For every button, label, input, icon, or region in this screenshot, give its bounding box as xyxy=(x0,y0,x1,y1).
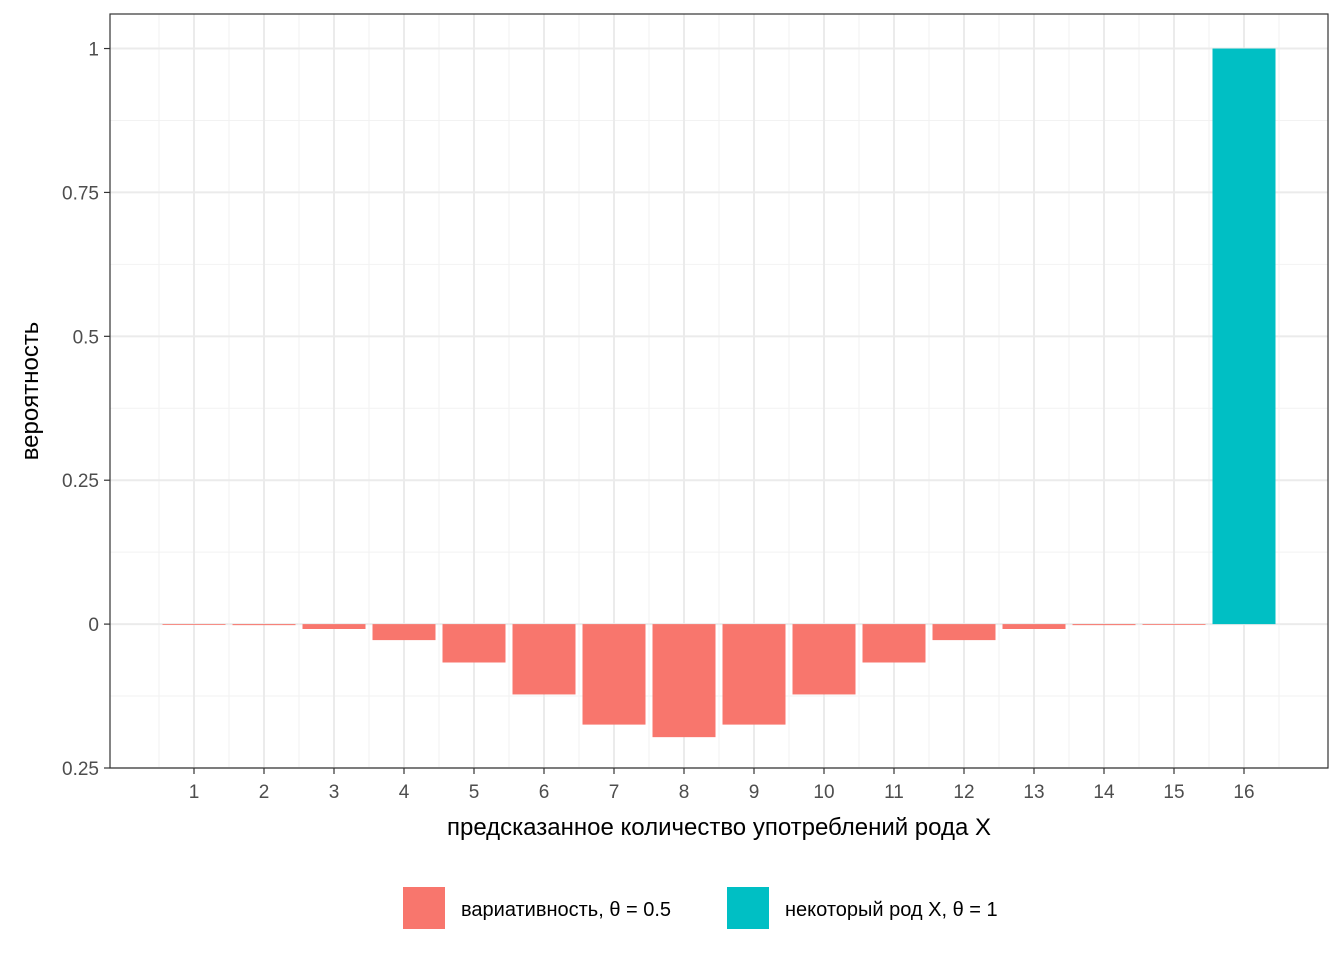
x-tick-label: 7 xyxy=(609,782,620,803)
legend: вариативность, θ = 0.5 некоторый род X, θ… xyxy=(403,887,998,929)
y-axis-title: вероятность xyxy=(17,322,44,461)
x-tick-label: 11 xyxy=(884,782,904,803)
y-tick-label: 0.25 xyxy=(62,759,99,780)
bar-series1-x15 xyxy=(1142,624,1206,625)
x-tick-label: 3 xyxy=(329,782,340,803)
x-tick-label: 14 xyxy=(1093,782,1115,803)
legend-key-1 xyxy=(403,887,445,929)
x-tick-label: 12 xyxy=(953,782,974,803)
bar-series1-x1 xyxy=(162,624,226,625)
bars xyxy=(162,48,1276,738)
bar-series1-x11 xyxy=(862,624,926,663)
bar-series1-x12 xyxy=(932,624,996,641)
bar-series1-x2 xyxy=(232,624,296,626)
x-tick-label: 4 xyxy=(399,782,410,803)
x-tick-label: 2 xyxy=(259,782,270,803)
bar-series2-x16 xyxy=(1212,48,1276,625)
x-tick-label: 5 xyxy=(469,782,480,803)
legend-key-2 xyxy=(727,887,769,929)
plot-border xyxy=(109,13,1329,769)
x-tick-label: 10 xyxy=(813,782,834,803)
bar-series1-x10 xyxy=(792,624,856,695)
y-tick-label: 1 xyxy=(88,40,99,61)
bar-series1-x3 xyxy=(302,624,366,629)
bar-series1-x5 xyxy=(442,624,506,663)
x-tick-label: 6 xyxy=(539,782,550,803)
y-tick-label: 0.5 xyxy=(73,327,99,348)
legend-label-2: некоторый род X, θ = 1 xyxy=(785,899,998,921)
grid-lines xyxy=(110,14,1328,769)
y-tick-label: 0.25 xyxy=(62,471,99,492)
x-tick-label: 9 xyxy=(749,782,760,803)
x-tick-label: 15 xyxy=(1163,782,1184,803)
bar-series1-x13 xyxy=(1002,624,1066,629)
legend-label-1: вариативность, θ = 0.5 xyxy=(461,899,671,921)
x-tick-label: 1 xyxy=(189,782,200,803)
bar-series1-x8 xyxy=(652,624,716,738)
y-tick-label: 0.75 xyxy=(62,183,99,204)
bar-series1-x7 xyxy=(582,624,646,725)
x-axis-title: предсказанное количество употреблений ро… xyxy=(447,814,991,841)
x-tick-label: 13 xyxy=(1023,782,1044,803)
x-tick-label: 16 xyxy=(1233,782,1254,803)
x-tick-label: 8 xyxy=(679,782,690,803)
bar-series1-x14 xyxy=(1072,624,1136,626)
bar-series1-x6 xyxy=(512,624,576,695)
bar-series1-x4 xyxy=(372,624,436,641)
y-tick-label: 0 xyxy=(88,615,99,636)
bar-series1-x9 xyxy=(722,624,786,725)
